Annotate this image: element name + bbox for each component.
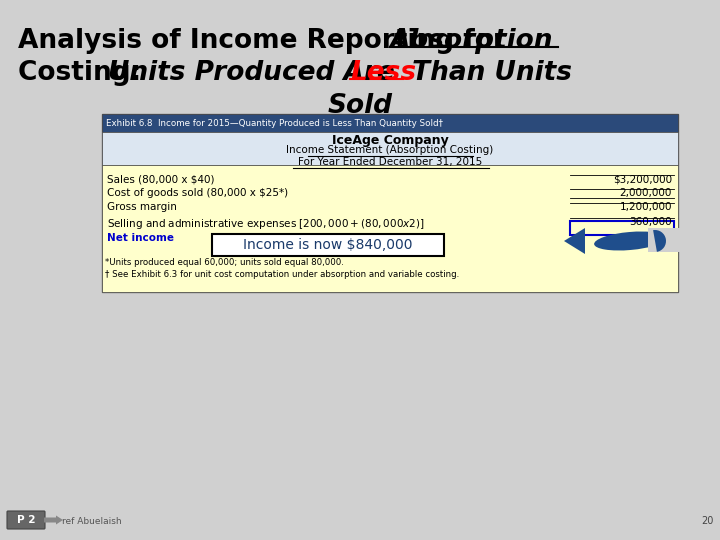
FancyBboxPatch shape — [102, 132, 678, 165]
Text: Units Produced Are: Units Produced Are — [108, 60, 404, 86]
Text: 2,000,000: 2,000,000 — [620, 188, 672, 198]
Text: P 2: P 2 — [17, 515, 35, 525]
FancyArrow shape — [44, 516, 63, 524]
Text: † See Exhibit 6.3 for unit cost computation under absorption and variable costin: † See Exhibit 6.3 for unit cost computat… — [105, 270, 459, 279]
FancyBboxPatch shape — [102, 165, 678, 292]
Text: Costing:: Costing: — [18, 60, 160, 86]
Text: Income is now $840,000: Income is now $840,000 — [243, 238, 413, 252]
Text: 1,200,000: 1,200,000 — [619, 202, 672, 212]
Wedge shape — [653, 230, 666, 252]
Text: 360,000: 360,000 — [629, 217, 672, 227]
Text: Absorption: Absorption — [390, 28, 554, 54]
FancyBboxPatch shape — [212, 234, 444, 256]
Text: Sold: Sold — [328, 93, 392, 119]
Text: Sales (80,000 x $40): Sales (80,000 x $40) — [107, 174, 215, 184]
Text: Exhibit 6.8  Income for 2015—Quantity Produced is Less Than Quantity Sold†: Exhibit 6.8 Income for 2015—Quantity Pro… — [106, 118, 443, 127]
Text: Net income: Net income — [107, 233, 174, 243]
Ellipse shape — [594, 232, 666, 251]
Text: $3,200,000: $3,200,000 — [613, 174, 672, 184]
Text: IceAge Company: IceAge Company — [332, 134, 449, 147]
Text: For Year Ended December 31, 2015: For Year Ended December 31, 2015 — [298, 157, 482, 167]
Text: Income Statement (Absorption Costing): Income Statement (Absorption Costing) — [287, 145, 494, 155]
Text: ref Abuelaish: ref Abuelaish — [62, 517, 122, 526]
Text: Analysis of Income Reporting for: Analysis of Income Reporting for — [18, 28, 515, 54]
FancyBboxPatch shape — [648, 228, 684, 252]
Polygon shape — [564, 228, 585, 254]
FancyBboxPatch shape — [102, 114, 678, 132]
Text: Less: Less — [350, 60, 416, 86]
Text: Selling and administrative expenses [$200,000 + (80,000 x $2)]: Selling and administrative expenses [$20… — [107, 217, 425, 231]
FancyBboxPatch shape — [7, 511, 45, 529]
FancyBboxPatch shape — [570, 221, 674, 235]
Text: Cost of goods sold (80,000 x $25*): Cost of goods sold (80,000 x $25*) — [107, 188, 288, 198]
Text: 20: 20 — [701, 516, 714, 526]
Text: *Units produced equal 60,000; units sold equal 80,000.: *Units produced equal 60,000; units sold… — [105, 258, 344, 267]
Text: Than Units: Than Units — [403, 60, 572, 86]
Text: $840,000: $840,000 — [617, 233, 672, 243]
Text: Gross margin: Gross margin — [107, 202, 177, 212]
